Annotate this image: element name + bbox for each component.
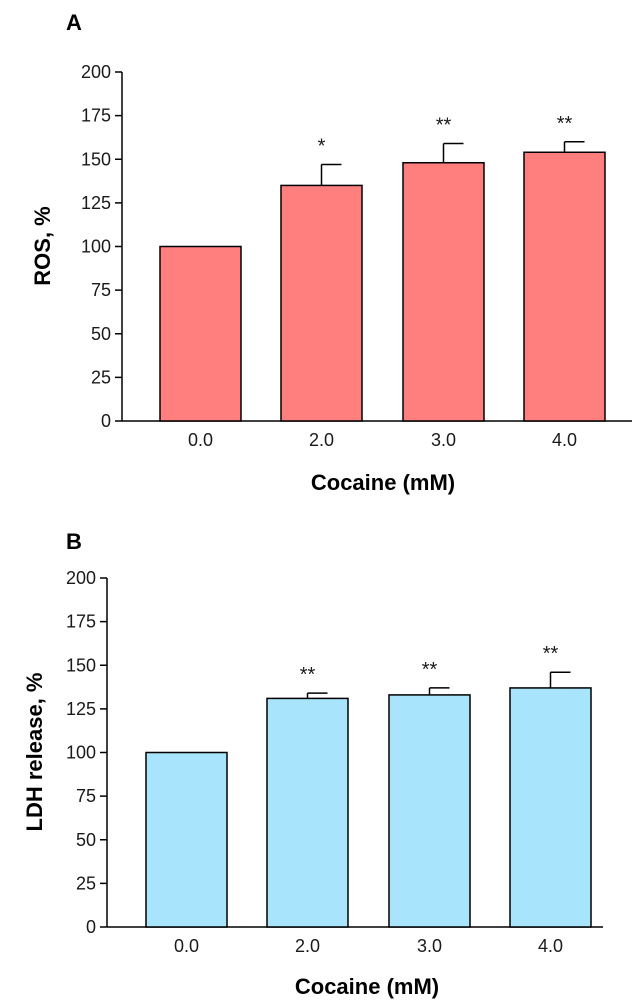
panel-b-bar <box>509 687 592 928</box>
panel-b-bars: ** ** ** <box>145 643 592 928</box>
panel-a-axes: 0 25 50 75 100 125 150 175 200 0.0 2.0 3.0 4.0 <box>81 62 632 450</box>
panel-a-y-tick-label: 175 <box>81 106 111 126</box>
panel-b-y-tick-label: 200 <box>66 568 96 588</box>
panel-b-bar <box>388 694 471 928</box>
panel-a-x-tick-label: 4.0 <box>552 430 577 450</box>
panel-b-y-tick-label: 125 <box>66 699 96 719</box>
panel-b-x-axis-title: Cocaine (mM) <box>295 974 439 999</box>
panel-b: B LDH release, % Cocaine (mM) 0 25 50 75 100… <box>22 529 603 999</box>
panel-b-y-tick-label: 25 <box>76 873 96 893</box>
panel-a-y-tick-label: 150 <box>81 149 111 169</box>
panel-a-y-tick-label: 200 <box>81 62 111 82</box>
panel-b-x-tick-label: 0.0 <box>174 936 199 956</box>
panel-b-y-tick-label: 50 <box>76 830 96 850</box>
panel-b-x-tick-label: 2.0 <box>295 936 320 956</box>
panel-a-y-tick-label: 50 <box>91 324 111 344</box>
panel-a-x-tick-label: 3.0 <box>431 430 456 450</box>
panel-b-y-tick-label: 75 <box>76 786 96 806</box>
panel-a-bar <box>402 161 485 422</box>
panel-a-y-tick-label: 25 <box>91 367 111 387</box>
panel-a-label: A <box>66 10 82 35</box>
panel-a-significance-mark: ** <box>557 113 573 135</box>
panel-b-x-tick-label: 4.0 <box>538 936 563 956</box>
panel-a-y-axis-title: ROS, % <box>30 206 55 285</box>
panel-a-significance-mark: * <box>318 135 326 157</box>
panel-b-y-axis-title: LDH release, % <box>22 673 47 832</box>
panel-b-significance-mark: ** <box>543 643 559 665</box>
panel-b-significance-mark: ** <box>422 659 438 681</box>
panel-a-significance-mark: ** <box>436 115 452 137</box>
panel-a-x-tick-label: 0.0 <box>188 430 213 450</box>
panel-a-y-tick-label: 100 <box>81 237 111 257</box>
panel-a-bar <box>280 184 363 422</box>
panel-b-y-tick-label: 100 <box>66 743 96 763</box>
panel-b-x-tick-label: 3.0 <box>417 936 442 956</box>
panel-a-x-axis-title: Cocaine (mM) <box>311 470 455 495</box>
panel-a: A ROS, % Cocaine (mM) 0 25 50 75 100 125 150 17… <box>30 10 632 495</box>
panel-b-y-tick-label: 150 <box>66 655 96 675</box>
panel-b-y-tick-label: 175 <box>66 612 96 632</box>
panel-b-y-tick-label: 0 <box>86 917 96 937</box>
panel-a-y-tick-label: 75 <box>91 280 111 300</box>
panel-b-label: B <box>66 529 82 554</box>
panel-b-bar <box>266 697 349 928</box>
panel-a-y-tick-label: 125 <box>81 193 111 213</box>
panel-a-bar <box>523 151 606 422</box>
panel-a-y-tick-label: 0 <box>101 411 111 431</box>
panel-a-x-tick-label: 2.0 <box>309 430 334 450</box>
panel-b-bar <box>145 751 228 928</box>
panel-a-bars: *** ** <box>159 113 606 422</box>
panel-a-bar <box>159 245 242 422</box>
panel-b-significance-mark: ** <box>300 664 316 686</box>
